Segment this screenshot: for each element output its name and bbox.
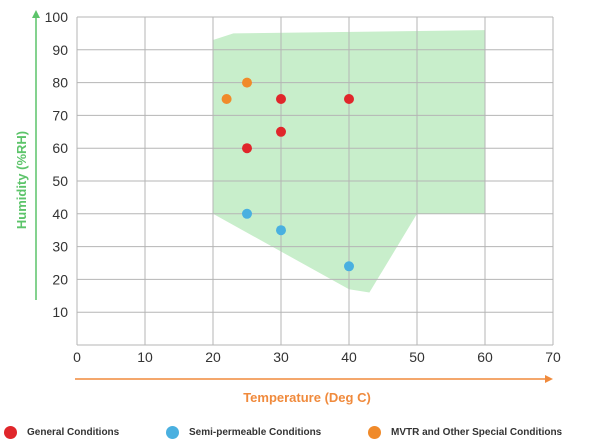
data-point-series-0 — [276, 126, 286, 137]
legend-marker-general — [4, 425, 17, 439]
y-tick-label: 70 — [52, 107, 68, 123]
tick-layer: 0 10 20 30 40 50 60 70 10 20 30 40 50 60 70 80 90 100 — [45, 9, 561, 365]
y-axis-title: Humidity (%RH) — [14, 131, 29, 229]
legend-label-general: General Conditions — [27, 426, 120, 438]
legend-label-semi-permeable: Semi-permeable Conditions — [189, 426, 322, 438]
legend-item-general: General Conditions — [4, 422, 119, 442]
data-point-series-1 — [242, 208, 252, 219]
x-tick-label: 20 — [205, 349, 221, 365]
axis-arrows — [32, 10, 553, 383]
x-tick-label: 0 — [73, 349, 81, 365]
legend-label-mvtr: MVTR and Other Special Conditions — [391, 426, 563, 438]
legend: General Conditions Semi-permeable Condit… — [0, 422, 597, 442]
points-layer — [221, 77, 354, 272]
y-tick-label: 10 — [52, 304, 68, 320]
data-point-series-2 — [242, 77, 252, 88]
legend-item-semi-permeable: Semi-permeable Conditions — [166, 422, 321, 442]
x-tick-label: 10 — [137, 349, 153, 365]
x-axis-title: Temperature (Deg C) — [243, 390, 371, 405]
x-tick-label: 50 — [409, 349, 425, 365]
y-tick-label: 30 — [52, 239, 68, 255]
data-point-series-0 — [242, 143, 252, 154]
x-tick-label: 40 — [341, 349, 357, 365]
y-tick-label: 80 — [52, 75, 68, 91]
x-tick-label: 60 — [477, 349, 493, 365]
y-tick-label: 50 — [52, 173, 68, 189]
data-point-series-2 — [221, 94, 232, 104]
y-tick-label: 100 — [45, 9, 69, 25]
y-tick-label: 90 — [52, 42, 68, 58]
y-tick-label: 60 — [52, 140, 68, 156]
data-point-series-0 — [344, 94, 354, 104]
legend-marker-semi-permeable — [166, 425, 179, 439]
data-point-series-1 — [276, 225, 286, 236]
data-point-series-0 — [276, 94, 286, 104]
data-point-series-1 — [344, 261, 354, 272]
legend-item-mvtr: MVTR and Other Special Conditions — [368, 422, 562, 442]
x-tick-label: 70 — [545, 349, 561, 365]
grid-layer — [76, 16, 554, 346]
y-tick-label: 40 — [52, 206, 68, 222]
legend-marker-mvtr — [368, 425, 381, 439]
y-tick-label: 20 — [52, 271, 68, 287]
x-tick-label: 30 — [273, 349, 289, 365]
